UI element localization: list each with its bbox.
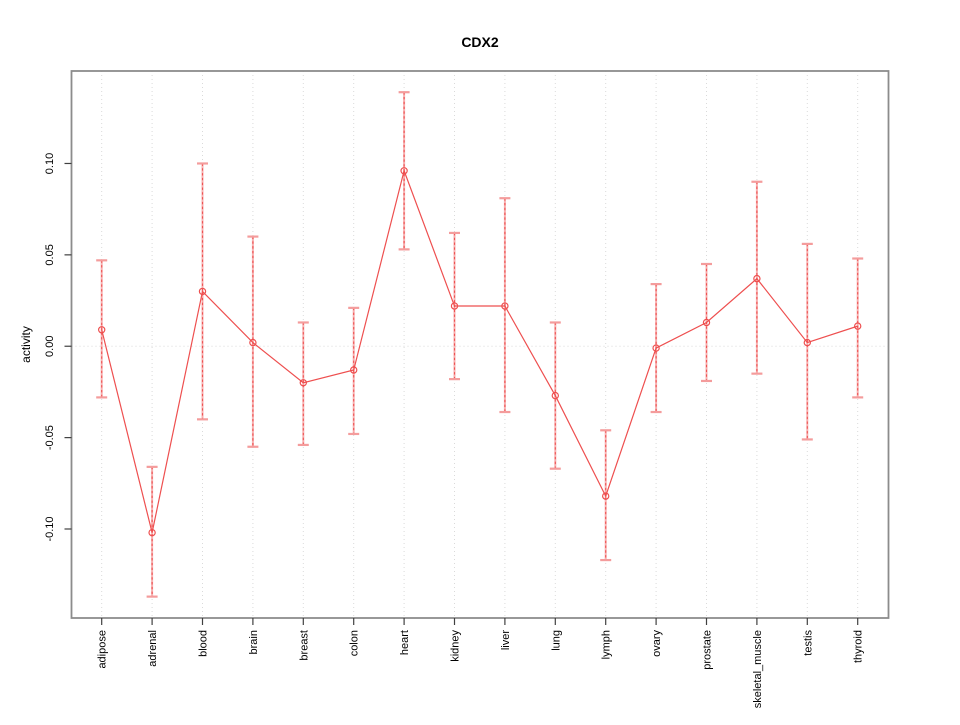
x-tick-label: colon: [349, 630, 361, 656]
chart-title: CDX2: [461, 34, 499, 50]
data-point-marker: [501, 302, 509, 310]
data-point-marker: [854, 322, 862, 330]
grid-layer: [71, 71, 889, 618]
data-point-marker: [249, 338, 257, 347]
x-tick-label: liver: [500, 630, 512, 651]
y-tick-label: 0.00: [44, 336, 56, 357]
x-tick-label: adipose: [97, 630, 109, 669]
data-point-marker: [803, 338, 812, 347]
y-tick-label: -0.10: [44, 516, 56, 541]
x-tick-label: thyroid: [853, 630, 865, 663]
x-tick-label: lung: [550, 630, 562, 651]
series-line: [101, 168, 858, 533]
data-point-marker: [198, 287, 207, 296]
x-tick-label: ovary: [651, 630, 663, 657]
data-series-layer: [97, 167, 862, 537]
x-tick-label: prostate: [702, 630, 714, 670]
data-point-marker: [450, 302, 459, 310]
x-tick-label: skeletal_muscle: [752, 630, 764, 708]
data-point-marker: [350, 366, 358, 374]
data-point-marker: [97, 326, 106, 334]
y-tick-label: 0.05: [44, 244, 56, 265]
x-tick-label: adrenal: [147, 630, 159, 667]
data-point-marker: [400, 167, 408, 175]
x-tick-label: heart: [399, 630, 411, 655]
x-tick-label: blood: [198, 630, 210, 657]
data-point-marker: [551, 391, 560, 400]
y-axis-label: activity: [19, 326, 33, 363]
data-point-marker: [702, 318, 711, 327]
x-tick-label: brain: [248, 630, 260, 654]
y-tick-label: -0.05: [44, 425, 56, 450]
y-tick-label: 0.10: [44, 153, 56, 174]
plot-box: [70, 70, 890, 619]
data-point-marker: [299, 379, 307, 387]
x-tick-label: kidney: [450, 630, 462, 662]
data-point-marker: [602, 492, 610, 500]
data-point-marker: [148, 528, 156, 537]
x-tick-label: lymph: [601, 630, 613, 659]
data-point-marker: [753, 274, 761, 283]
axes-layer: -0.10 -0.05 0.00 0.05 0.10 adipose adrenal bloo…: [44, 70, 890, 708]
error-bars-layer: [96, 91, 864, 598]
x-tick-label: breast: [298, 630, 310, 661]
data-point-marker: [652, 344, 660, 352]
x-tick-label: testis: [802, 630, 814, 656]
